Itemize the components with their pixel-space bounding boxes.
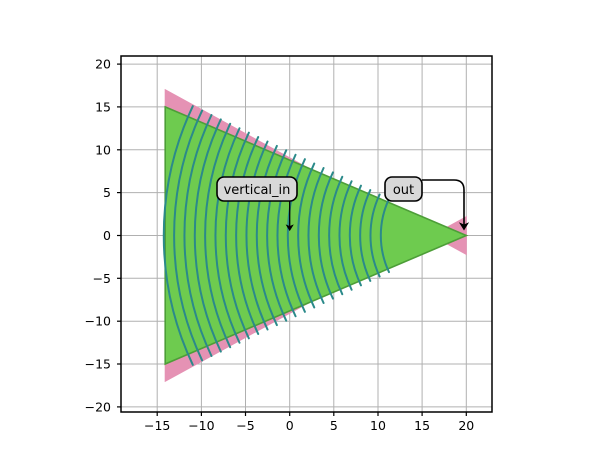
annotation-vertical-in[interactable]: vertical_in — [216, 176, 298, 232]
y-tick-label: −5 — [93, 271, 111, 286]
x-tick-label: 10 — [370, 418, 386, 433]
annotation-out[interactable]: out — [384, 176, 470, 231]
y-tick-label: 10 — [95, 142, 111, 157]
out-arrow — [422, 179, 470, 231]
y-axis-tick-labels: 20 15 10 5 0 −5 −10 −15 −20 — [85, 57, 111, 415]
y-axis-ticks — [117, 63, 121, 408]
x-axis-tick-labels: −15 −10 −5 0 5 10 15 20 — [144, 418, 474, 433]
y-tick-label: −20 — [85, 399, 111, 414]
y-tick-label: −10 — [85, 314, 111, 329]
y-tick-label: 20 — [95, 57, 111, 72]
x-tick-label: 15 — [414, 418, 430, 433]
vertical-in-label-text: vertical_in — [224, 183, 291, 198]
x-tick-label: 5 — [330, 418, 338, 433]
x-tick-label: 20 — [458, 418, 474, 433]
arc-family — [162, 105, 390, 366]
out-label-text: out — [393, 183, 414, 198]
axes-frame — [120, 55, 493, 413]
x-tick-label: −15 — [144, 418, 170, 433]
out-label-box[interactable] — [384, 176, 423, 202]
inner-wedge-green — [164, 105, 469, 366]
x-tick-label: 0 — [286, 418, 294, 433]
x-tick-label: −10 — [188, 418, 214, 433]
y-tick-label: 0 — [103, 228, 111, 243]
y-tick-label: −15 — [85, 357, 111, 372]
vertical-in-label-box[interactable] — [216, 176, 298, 202]
x-tick-label: −5 — [236, 418, 254, 433]
x-axis-ticks — [156, 412, 467, 416]
y-tick-label: 15 — [95, 99, 111, 114]
y-tick-label: 5 — [103, 185, 111, 200]
